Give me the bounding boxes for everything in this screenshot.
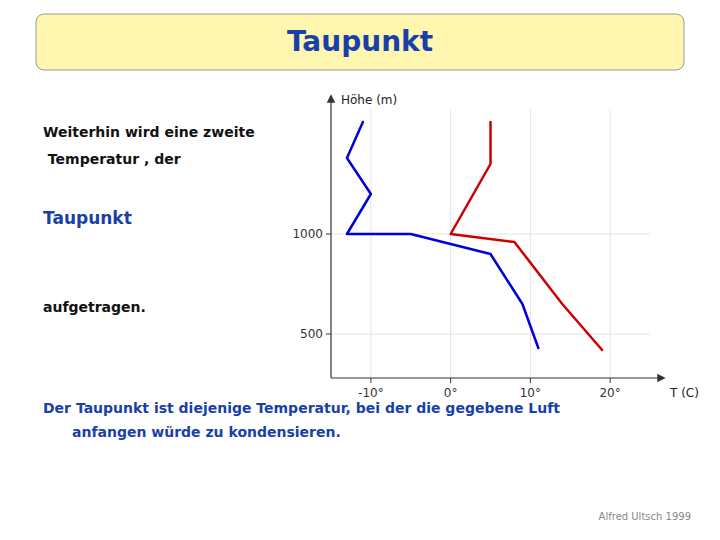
y-tick <box>326 234 331 235</box>
x-tick-label: 10° <box>520 386 541 400</box>
grid: 500 1000 -10° 0° 10° 20° <box>292 110 650 400</box>
chart: Taupunkt 500 1000 -10° 0° 10° 20° T (C) Höhe (m)… <box>0 0 720 540</box>
title: Taupunkt <box>287 25 433 58</box>
x-tick-label: 20° <box>599 386 620 400</box>
lines <box>347 122 602 350</box>
x-grid-line <box>610 110 611 378</box>
annotation: aufgetragen. <box>43 299 146 315</box>
series-line <box>451 122 603 350</box>
y-grid-line <box>331 334 650 335</box>
x-tick <box>530 378 531 383</box>
y-axis-label: Höhe (m) <box>341 93 397 107</box>
x-tick-label: -10° <box>358 386 384 400</box>
y-tick-label: 1000 <box>292 227 323 241</box>
annotation: Alfred Ultsch 1999 <box>599 511 691 522</box>
y-tick-label: 500 <box>300 327 323 341</box>
x-tick-label: 0° <box>444 386 458 400</box>
annotation: Der Taupunkt ist diejenige Temperatur, b… <box>43 400 560 416</box>
y-axis <box>330 96 331 378</box>
title-bar <box>36 14 684 70</box>
annotation: Weiterhin wird eine zweite <box>43 124 255 140</box>
x-tick <box>370 378 371 383</box>
x-tick <box>450 378 451 383</box>
x-axis <box>331 377 664 378</box>
series-line <box>347 122 538 348</box>
x-axis-label: T (C) <box>669 386 699 400</box>
annotation: anfangen würde zu kondensieren. <box>72 424 341 440</box>
y-tick <box>326 334 331 335</box>
x-grid-line <box>530 110 531 378</box>
annotation: Taupunkt <box>43 208 132 228</box>
x-grid-line <box>370 110 371 378</box>
annotation: Temperatur , der <box>43 151 181 167</box>
x-tick <box>610 378 611 383</box>
